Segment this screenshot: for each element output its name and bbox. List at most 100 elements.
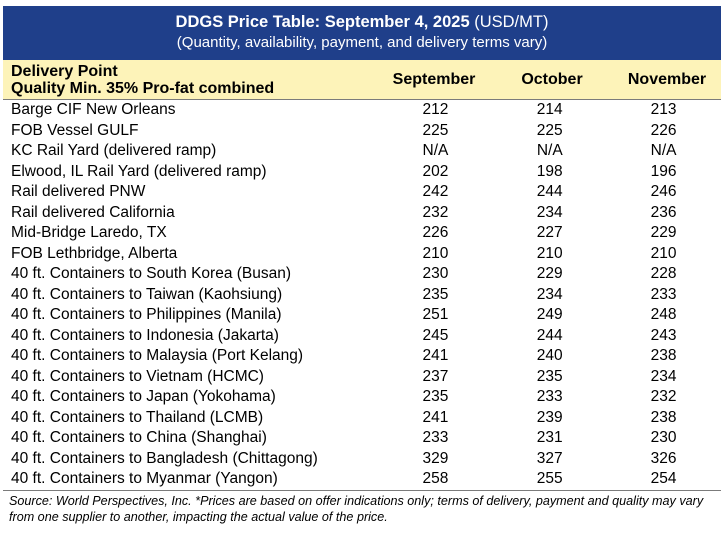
october-price-cell: 239 xyxy=(536,408,563,426)
delivery-point-cell: Rail delivered California xyxy=(11,203,175,221)
delivery-point-cell: FOB Lethbridge, Alberta xyxy=(11,244,178,262)
delivery-point-cell: Rail delivered PNW xyxy=(11,183,146,201)
table-row: 40 ft. Containers to Indonesia (Jakarta)… xyxy=(3,326,721,347)
september-price-cell: 226 xyxy=(422,224,449,242)
table-row: FOB Vessel GULF 225 225 226 xyxy=(3,121,721,142)
table-row: Rail delivered PNW 242 244 246 xyxy=(3,182,721,203)
november-price-cell: 229 xyxy=(650,224,677,242)
november-price-cell: N/A xyxy=(650,142,677,160)
october-price-cell: 234 xyxy=(536,285,563,303)
november-price-cell: 226 xyxy=(650,121,677,139)
september-price-cell: 212 xyxy=(422,101,449,119)
november-price-cell: 210 xyxy=(650,244,677,262)
october-price-cell: 244 xyxy=(536,326,563,344)
september-price-cell: 258 xyxy=(422,470,449,488)
table-row: 40 ft. Containers to Philippines (Manila… xyxy=(3,305,721,326)
october-price-cell: 244 xyxy=(536,183,563,201)
table-row: 40 ft. Containers to Japan (Yokohama) 235… xyxy=(3,387,721,408)
bottom-rule xyxy=(3,489,721,491)
september-price-cell: 237 xyxy=(422,367,449,385)
october-price-cell: 210 xyxy=(536,244,563,262)
october-price-cell: 249 xyxy=(536,306,563,324)
september-price-cell: 251 xyxy=(422,306,449,324)
table-row: 40 ft. Containers to Vietnam (HCMC) 237 23… xyxy=(3,367,721,388)
delivery-point-cell: 40 ft. Containers to South Korea (Busan) xyxy=(11,265,292,283)
title-units: (USD/MT) xyxy=(469,13,549,31)
table-row: 40 ft. Containers to South Korea (Busan)… xyxy=(3,264,721,285)
october-price-cell: 235 xyxy=(536,367,563,385)
table-row: KC Rail Yard (delivered ramp) N/A N/A N/A xyxy=(3,141,721,162)
september-price-cell: 241 xyxy=(422,347,449,365)
october-price-cell: 234 xyxy=(536,203,563,221)
column-header-october: October xyxy=(521,71,583,88)
header-quality: Quality Min. 35% Pro-fat combined xyxy=(11,80,275,97)
november-price-cell: 238 xyxy=(650,347,677,365)
november-price-cell: 234 xyxy=(650,367,677,385)
november-price-cell: 326 xyxy=(650,449,677,467)
table-row: 40 ft. Containers to China (Shanghai) 233… xyxy=(3,428,721,449)
november-price-cell: 246 xyxy=(650,183,677,201)
september-price-cell: 233 xyxy=(422,429,449,447)
source-note: Source: World Perspectives, Inc. *Prices… xyxy=(9,493,704,524)
delivery-point-cell: 40 ft. Containers to Bangladesh (Chittag… xyxy=(11,449,318,467)
delivery-point-cell: 40 ft. Containers to Taiwan (Kaohsiung) xyxy=(11,285,283,303)
table-row: 40 ft. Containers to Bangladesh (Chittag… xyxy=(3,449,721,470)
october-price-cell: 240 xyxy=(536,347,563,365)
table-row: Elwood, IL Rail Yard (delivered ramp) 202… xyxy=(3,162,721,183)
november-price-cell: 228 xyxy=(650,265,677,283)
september-price-cell: 232 xyxy=(422,203,449,221)
october-price-cell: 198 xyxy=(536,162,563,180)
delivery-point-cell: Barge CIF New Orleans xyxy=(11,101,176,119)
delivery-point-cell: Mid-Bridge Laredo, TX xyxy=(11,224,167,242)
september-price-cell: 242 xyxy=(422,183,449,201)
header-delivery-point: Delivery Point xyxy=(11,63,118,80)
delivery-point-cell: FOB Vessel GULF xyxy=(11,121,139,139)
november-price-cell: 248 xyxy=(650,306,677,324)
september-price-cell: 329 xyxy=(422,449,449,467)
price-table-body: Barge CIF New Orleans 212 214 213 FOB Vessel… xyxy=(3,100,721,490)
header-row: Delivery Point Quality Min. 35% Pro-fat … xyxy=(3,60,721,100)
october-price-cell: 327 xyxy=(536,449,563,467)
september-price-cell: 225 xyxy=(422,121,449,139)
price-table-panel: DDGS Price Table: September 4, 2025 (USD… xyxy=(3,6,721,525)
delivery-point-cell: 40 ft. Containers to Thailand (LCMB) xyxy=(11,408,264,426)
november-price-cell: 196 xyxy=(650,162,677,180)
table-row: Rail delivered California 232 234 236 xyxy=(3,203,721,224)
delivery-point-cell: 40 ft. Containers to Myanmar (Yangon) xyxy=(11,470,278,488)
column-header-september: September xyxy=(392,71,476,88)
table-row: 40 ft. Containers to Thailand (LCMB) 241 2… xyxy=(3,408,721,429)
september-price-cell: 235 xyxy=(422,388,449,406)
delivery-point-cell: 40 ft. Containers to Malaysia (Port Kela… xyxy=(11,347,304,365)
october-price-cell: 227 xyxy=(536,224,563,242)
header-label: Delivery Point Quality Min. 35% Pro-fat … xyxy=(11,63,274,97)
november-price-cell: 233 xyxy=(650,285,677,303)
delivery-point-cell: KC Rail Yard (delivered ramp) xyxy=(11,142,217,160)
october-price-cell: 233 xyxy=(536,388,563,406)
price-table: Barge CIF New Orleans 212 214 213 FOB Vessel… xyxy=(3,100,721,490)
delivery-point-cell: 40 ft. Containers to Philippines (Manila… xyxy=(11,306,282,324)
october-price-cell: 231 xyxy=(536,429,563,447)
september-price-cell: 235 xyxy=(422,285,449,303)
table-row: 40 ft. Containers to Malaysia (Port Kela… xyxy=(3,346,721,367)
september-price-cell: 230 xyxy=(422,265,449,283)
october-price-cell: 225 xyxy=(536,121,563,139)
october-price-cell: 214 xyxy=(536,101,563,119)
november-price-cell: 243 xyxy=(650,326,677,344)
september-price-cell: 202 xyxy=(422,162,449,180)
delivery-point-cell: 40 ft. Containers to Indonesia (Jakarta) xyxy=(11,326,279,344)
delivery-point-cell: 40 ft. Containers to China (Shanghai) xyxy=(11,429,267,447)
table-row: 40 ft. Containers to Myanmar (Yangon) 258… xyxy=(3,469,721,490)
november-price-cell: 213 xyxy=(650,101,677,119)
table-row: Barge CIF New Orleans 212 214 213 xyxy=(3,100,721,121)
september-price-cell: 241 xyxy=(422,408,449,426)
september-price-cell: 245 xyxy=(422,326,449,344)
november-price-cell: 236 xyxy=(650,203,677,221)
november-price-cell: 230 xyxy=(650,429,677,447)
title-bar: DDGS Price Table: September 4, 2025 (USD… xyxy=(3,6,721,60)
october-price-cell: 255 xyxy=(536,470,563,488)
november-price-cell: 238 xyxy=(650,408,677,426)
table-title: DDGS Price Table: September 4, 2025 (USD… xyxy=(3,12,721,33)
table-subtitle: (Quantity, availability, payment, and de… xyxy=(176,34,548,51)
october-price-cell: 229 xyxy=(536,265,563,283)
delivery-point-cell: 40 ft. Containers to Vietnam (HCMC) xyxy=(11,367,264,385)
